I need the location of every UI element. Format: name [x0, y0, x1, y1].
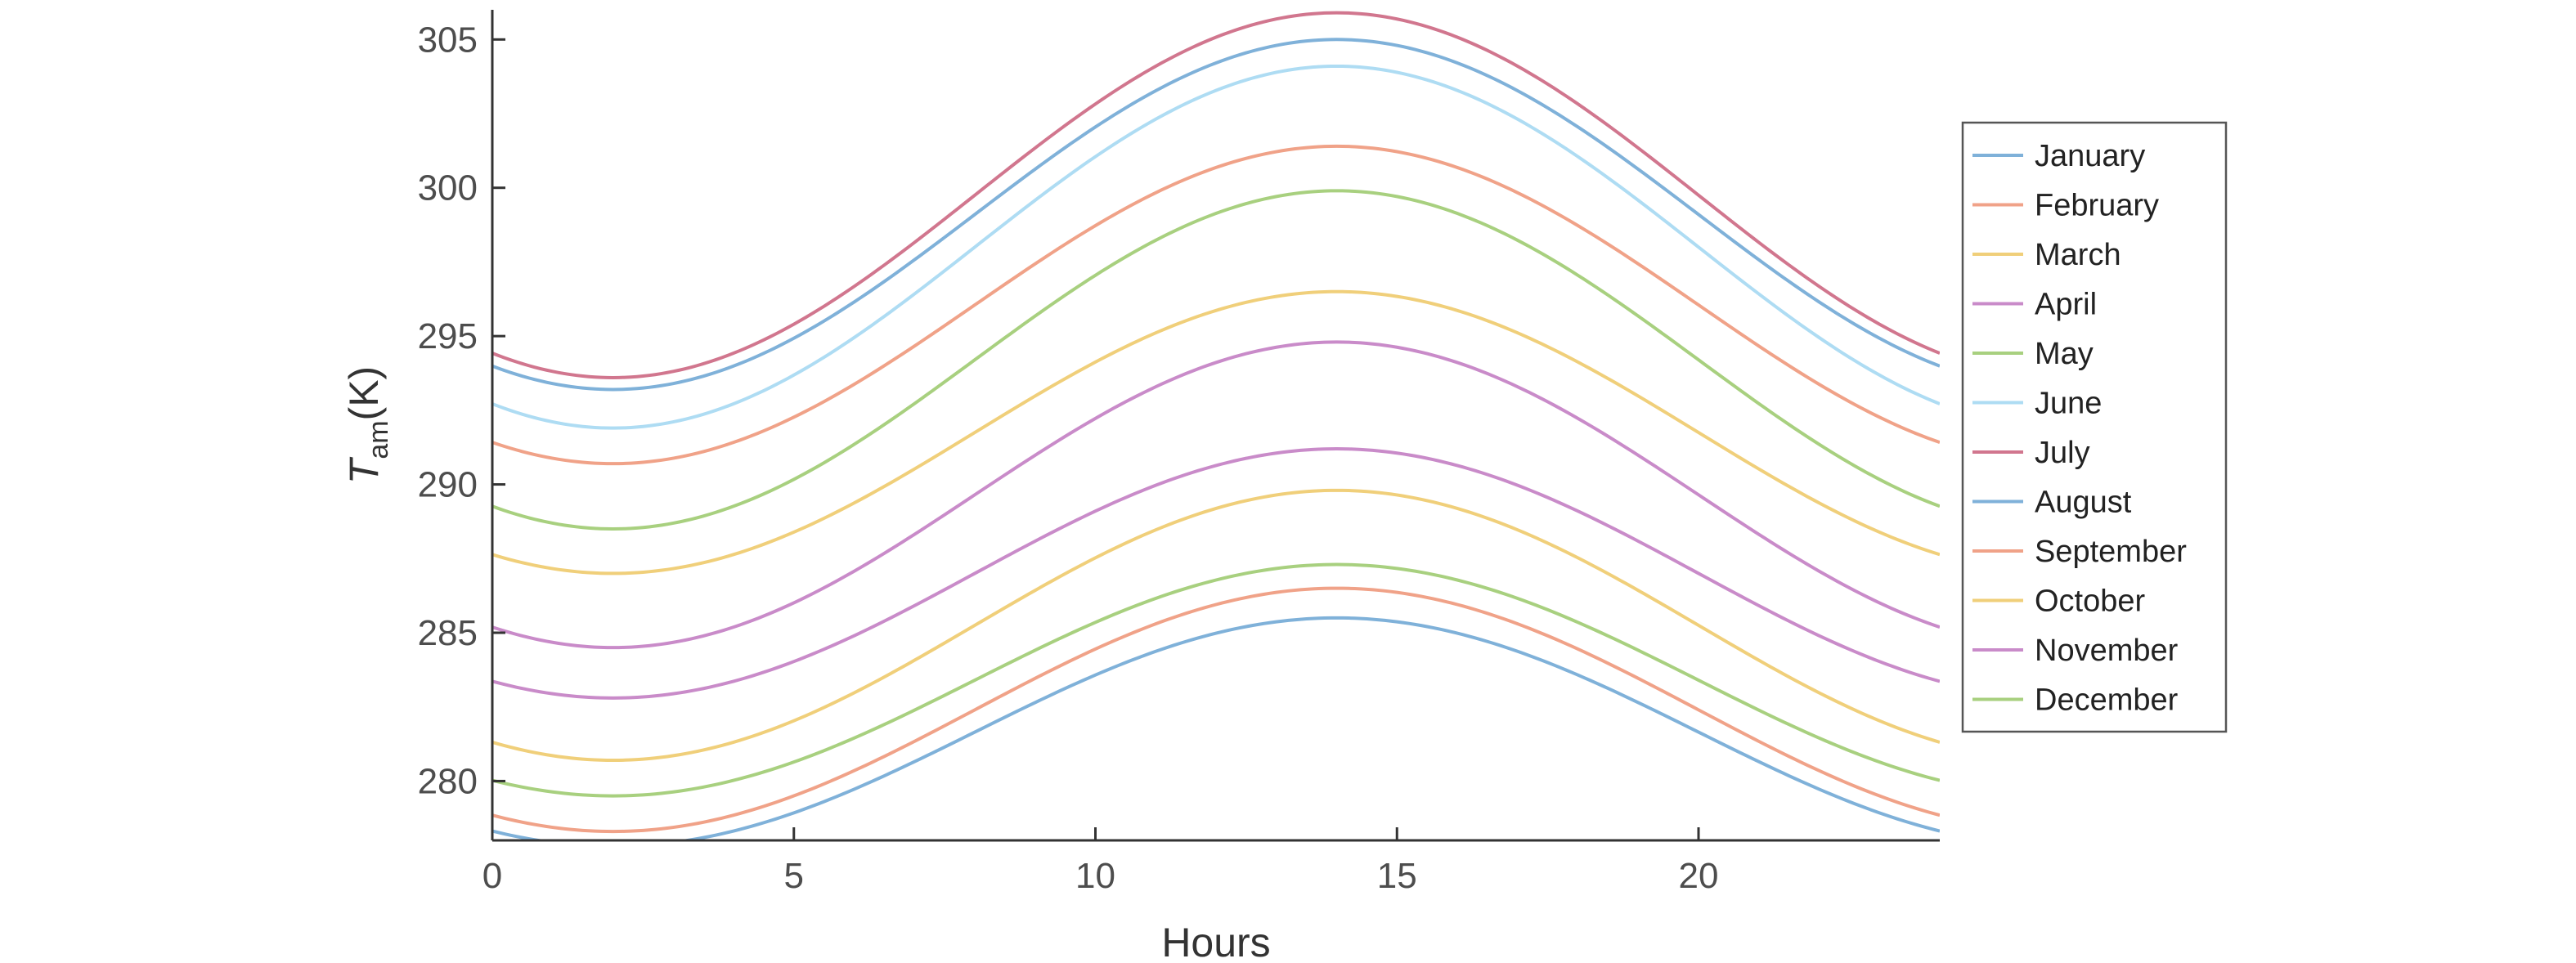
legend: January February March April May June July Augu… — [1961, 121, 2228, 733]
legend-label: June — [2035, 387, 2102, 421]
series-line-june — [492, 64, 1940, 430]
legend-box — [1961, 121, 2228, 733]
series-line-april — [492, 340, 1940, 650]
y-tick-label: 305 — [418, 20, 478, 60]
legend-label: April — [2035, 288, 2097, 322]
x-ticks: 0 5 10 15 20 — [482, 827, 1719, 896]
legend-item-february: February — [1972, 189, 2159, 223]
legend-item-january: January — [1972, 139, 2145, 173]
y-tick-label: 300 — [418, 168, 478, 208]
y-tick-label: 295 — [418, 316, 478, 356]
legend-item-june: June — [1972, 387, 2102, 421]
x-tick-label: 15 — [1377, 856, 1417, 896]
series-line-may — [492, 189, 1940, 531]
x-tick-label: 0 — [482, 856, 502, 896]
y-axis-label-unit: (K) — [341, 366, 387, 421]
legend-item-december: December — [1972, 683, 2179, 718]
legend-label: November — [2035, 634, 2179, 668]
legend-label: September — [2035, 535, 2187, 569]
series-line-february — [492, 586, 1940, 834]
legend-item-may: May — [1972, 337, 2094, 371]
legend-label: July — [2035, 436, 2090, 470]
series-line-august — [492, 38, 1940, 392]
y-axis-label-sub: am — [363, 420, 394, 459]
series-line-december — [492, 562, 1940, 798]
legend-item-march: March — [1972, 238, 2121, 272]
legend-item-august: August — [1972, 486, 2132, 520]
legend-items: January February March April May June July Augu… — [1972, 139, 2187, 718]
series-line-march — [492, 488, 1940, 763]
legend-label: January — [2035, 139, 2145, 173]
series-line-january — [492, 616, 1940, 840]
y-ticks: 280 285 290 295 300 305 — [418, 20, 505, 801]
series-line-september — [492, 144, 1940, 466]
y-axis-label: Tam(K) — [341, 366, 394, 484]
legend-item-november: November — [1972, 634, 2179, 668]
legend-item-september: September — [1972, 535, 2187, 569]
legend-label: October — [2035, 585, 2146, 619]
x-tick-label: 5 — [784, 856, 804, 896]
x-axis-label: Hours — [1161, 920, 1270, 963]
legend-item-july: July — [1972, 436, 2090, 470]
legend-label: February — [2035, 189, 2159, 223]
legend-item-april: April — [1972, 288, 2097, 322]
y-tick-label: 280 — [418, 761, 478, 801]
x-tick-label: 10 — [1075, 856, 1115, 896]
legend-label: May — [2035, 337, 2094, 371]
legend-label: August — [2035, 486, 2132, 520]
series-line-july — [492, 11, 1940, 379]
legend-item-october: October — [1972, 585, 2146, 619]
x-tick-label: 20 — [1679, 856, 1719, 896]
legend-label: December — [2035, 683, 2179, 718]
y-tick-label: 290 — [418, 465, 478, 505]
y-axis-label-main: T — [341, 456, 387, 484]
legend-label: March — [2035, 238, 2121, 272]
series-lines — [492, 11, 1940, 840]
series-line-october — [492, 289, 1940, 576]
y-tick-label: 285 — [418, 613, 478, 653]
series-line-november — [492, 447, 1940, 700]
axes — [491, 10, 1940, 842]
